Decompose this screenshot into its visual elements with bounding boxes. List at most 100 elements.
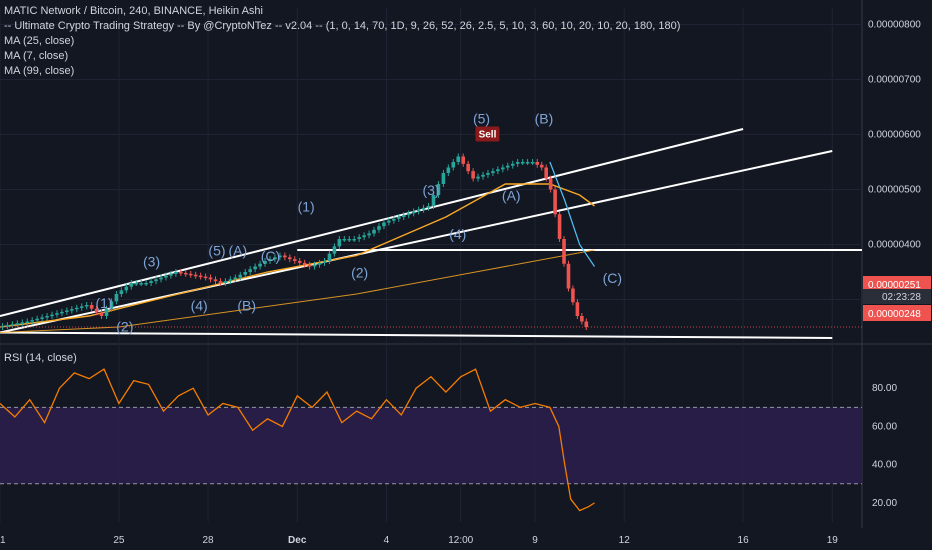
series-line-2[interactable] bbox=[0, 249, 595, 333]
candle-body-11-1[interactable] bbox=[228, 279, 233, 282]
candle-body-1-2[interactable] bbox=[10, 324, 15, 326]
trendline-0[interactable] bbox=[0, 128, 744, 317]
candle-body-27-1[interactable] bbox=[496, 169, 500, 172]
candle-body-31-1[interactable] bbox=[548, 178, 553, 190]
candle-body-34-1[interactable] bbox=[575, 302, 580, 316]
rsi-line[interactable] bbox=[0, 368, 595, 512]
candle-body-1-1[interactable] bbox=[5, 325, 10, 327]
trendline-2[interactable] bbox=[0, 331, 833, 339]
candle-body-2-2[interactable] bbox=[40, 317, 44, 319]
candle-body-12-1[interactable] bbox=[243, 272, 248, 275]
candle-body-12-2[interactable] bbox=[248, 269, 252, 272]
candle-body-24-0[interactable] bbox=[446, 167, 451, 174]
candle-body-24-1[interactable] bbox=[451, 162, 456, 168]
candle-body-21-2[interactable] bbox=[396, 217, 401, 219]
candle-body-35-0[interactable] bbox=[580, 316, 584, 322]
candle-body-35-1[interactable] bbox=[584, 321, 589, 328]
candle-body-26-0[interactable] bbox=[476, 176, 480, 179]
candle-body-22-0[interactable] bbox=[416, 209, 421, 212]
candle-body-9-4[interactable] bbox=[198, 275, 203, 278]
candle-body-20-2[interactable] bbox=[382, 222, 386, 227]
candle-body-18-2[interactable] bbox=[352, 239, 357, 241]
trendline-1[interactable] bbox=[0, 150, 833, 334]
legend-title[interactable]: MATIC Network / Bitcoin, 240, BINANCE, H… bbox=[4, 5, 263, 17]
candle-body-3-0[interactable] bbox=[60, 311, 64, 314]
candle-body-3-2[interactable] bbox=[70, 309, 74, 311]
candle-body-12-5[interactable] bbox=[263, 261, 267, 264]
legend-strategy[interactable]: -- Ultimate Crypto Trading Strategy -- B… bbox=[4, 20, 681, 32]
candle-body-33-0[interactable] bbox=[562, 239, 566, 264]
candle-body-13-0[interactable] bbox=[268, 259, 272, 261]
candle-body-6-1[interactable] bbox=[124, 286, 129, 291]
candle-body-13-1[interactable] bbox=[273, 257, 277, 260]
candle-body-29-2[interactable] bbox=[530, 162, 535, 164]
candle-body-5-2[interactable] bbox=[114, 294, 119, 302]
candle-body-10-2[interactable] bbox=[218, 281, 223, 283]
candle-body-22-2[interactable] bbox=[426, 206, 431, 208]
candle-body-17-0[interactable] bbox=[327, 253, 332, 261]
candle-body-21-3[interactable] bbox=[401, 215, 406, 217]
candle-body-8-5[interactable] bbox=[174, 272, 178, 274]
candle-body-31-0[interactable] bbox=[544, 167, 548, 179]
candle-body-22-1[interactable] bbox=[421, 207, 426, 210]
rsi-legend[interactable]: RSI (14, close) bbox=[4, 352, 77, 364]
candle-body-32-1[interactable] bbox=[557, 214, 562, 239]
candle-body-12-0[interactable] bbox=[238, 274, 243, 278]
candle-body-20-1[interactable] bbox=[377, 226, 381, 230]
candle-body-8-2[interactable] bbox=[159, 277, 163, 280]
legend-ma7[interactable]: MA (7, close) bbox=[4, 50, 69, 62]
candle-body-25-2[interactable] bbox=[471, 171, 475, 179]
candle-body-9-1[interactable] bbox=[183, 272, 188, 275]
candle-body-3-5[interactable] bbox=[84, 305, 89, 307]
candle-body-13-2[interactable] bbox=[278, 255, 282, 258]
candle-body-11-2[interactable] bbox=[233, 277, 238, 280]
candle-body-14-1[interactable] bbox=[288, 257, 292, 260]
candle-body-26-1[interactable] bbox=[481, 174, 485, 177]
legend-ma25[interactable]: MA (25, close) bbox=[4, 35, 75, 47]
candle-body-5-1[interactable] bbox=[109, 301, 114, 309]
candle-body-10-0[interactable] bbox=[208, 277, 213, 280]
candle-body-3-4[interactable] bbox=[79, 306, 84, 308]
candle-body-25-1[interactable] bbox=[466, 163, 470, 172]
candle-body-29-0[interactable] bbox=[520, 162, 525, 164]
candle-body-30-1[interactable] bbox=[539, 164, 544, 168]
candle-body-1-3[interactable] bbox=[15, 323, 20, 325]
candle-body-4-2[interactable] bbox=[99, 312, 104, 316]
candle-body-21-1[interactable] bbox=[392, 218, 396, 221]
candle-body-17-1[interactable] bbox=[332, 246, 337, 254]
candle-body-11-0[interactable] bbox=[223, 281, 228, 283]
candle-body-19-1[interactable] bbox=[362, 235, 366, 238]
candle-body-19-2[interactable] bbox=[367, 233, 371, 236]
candle-body-9-2[interactable] bbox=[188, 273, 193, 276]
candle-body-5-0[interactable] bbox=[104, 308, 109, 316]
candle-body-28-2[interactable] bbox=[515, 162, 520, 164]
candle-body-8-1[interactable] bbox=[154, 279, 158, 282]
candle-body-4-1[interactable] bbox=[94, 308, 99, 313]
candle-body-17-2[interactable] bbox=[337, 239, 342, 247]
candle-body-16-2[interactable] bbox=[322, 261, 327, 263]
candle-body-24-2[interactable] bbox=[456, 156, 461, 163]
candle-body-9-5[interactable] bbox=[203, 276, 208, 279]
candle-body-26-2[interactable] bbox=[486, 173, 490, 175]
candle-body-1-0[interactable] bbox=[0, 326, 5, 328]
candle-body-15-1[interactable] bbox=[302, 262, 307, 265]
candle-body-19-0[interactable] bbox=[357, 237, 361, 239]
candle-body-20-0[interactable] bbox=[372, 229, 376, 234]
candle-body-7-1[interactable] bbox=[139, 283, 143, 285]
candle-body-34-0[interactable] bbox=[571, 288, 575, 303]
candle-body-2-3[interactable] bbox=[45, 316, 49, 318]
candle-body-8-0[interactable] bbox=[149, 281, 153, 283]
candle-body-8-3[interactable] bbox=[164, 275, 168, 278]
candle-body-2-4[interactable] bbox=[50, 314, 54, 317]
candle-body-18-1[interactable] bbox=[347, 239, 352, 241]
candle-body-32-0[interactable] bbox=[553, 189, 557, 215]
candle-body-29-1[interactable] bbox=[525, 162, 530, 164]
candle-body-23-1[interactable] bbox=[436, 184, 441, 195]
candle-body-27-0[interactable] bbox=[491, 171, 495, 173]
candle-body-27-2[interactable] bbox=[501, 167, 505, 170]
candle-body-28-0[interactable] bbox=[505, 165, 510, 168]
candle-body-23-2[interactable] bbox=[441, 173, 446, 184]
candle-body-7-0[interactable] bbox=[134, 283, 139, 285]
candle-body-12-4[interactable] bbox=[258, 263, 262, 267]
